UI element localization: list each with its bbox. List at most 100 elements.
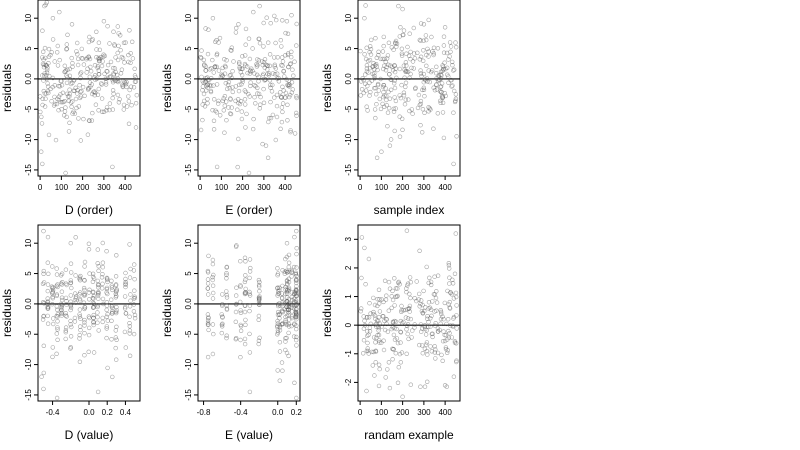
data-point [40, 161, 45, 167]
data-point [392, 128, 397, 134]
data-point [222, 93, 228, 99]
y-tick-label: 10 [24, 13, 33, 22]
data-point [258, 102, 263, 107]
data-point [200, 87, 205, 93]
data-point [446, 317, 451, 322]
data-point [79, 46, 85, 52]
data-point [361, 90, 366, 96]
data-point [294, 284, 299, 289]
data-point [360, 76, 365, 81]
data-point [80, 84, 86, 90]
data-point [405, 69, 411, 75]
data-point [419, 73, 424, 79]
data-point [113, 335, 119, 340]
data-point [86, 349, 91, 354]
data-point [418, 101, 423, 107]
data-point [272, 95, 277, 100]
data-point [256, 282, 262, 288]
data-point [206, 27, 211, 32]
data-point [362, 245, 367, 251]
data-point [387, 385, 393, 391]
data-point [203, 75, 209, 81]
data-point [265, 71, 270, 77]
data-point [89, 91, 95, 97]
data-point [123, 270, 128, 276]
data-point [281, 68, 286, 74]
data-point [211, 118, 217, 124]
data-point [55, 63, 61, 68]
data-point [371, 311, 376, 317]
data-point [408, 382, 413, 387]
data-point [376, 88, 381, 93]
data-point [365, 83, 370, 89]
data-point [229, 105, 234, 110]
data-point [59, 305, 64, 310]
data-point [55, 327, 60, 332]
data-point [54, 50, 60, 55]
data-point [255, 91, 260, 96]
data-point [283, 339, 288, 344]
data-point [392, 303, 397, 308]
data-point [390, 297, 396, 303]
data-point [374, 91, 379, 97]
data-point [110, 95, 115, 101]
data-point [105, 24, 110, 29]
data-point [76, 116, 81, 121]
data-point [438, 98, 443, 104]
data-point [405, 316, 411, 321]
data-point [54, 351, 59, 356]
data-point [99, 63, 105, 69]
data-point [200, 84, 206, 89]
data-point [453, 40, 458, 45]
data-point [238, 299, 243, 305]
data-point [78, 70, 84, 75]
data-point [292, 234, 297, 240]
data-point [50, 316, 56, 321]
data-point [447, 331, 452, 336]
data-point [205, 286, 211, 291]
data-point [431, 292, 437, 297]
data-point [418, 122, 423, 128]
data-point [275, 71, 280, 76]
data-point [365, 333, 370, 339]
data-point [240, 77, 245, 83]
data-point [451, 68, 456, 73]
data-point [67, 87, 72, 92]
data-point [272, 64, 277, 69]
data-point [280, 101, 286, 106]
data-point [219, 312, 224, 317]
data-point [68, 278, 74, 283]
data-point [55, 43, 60, 49]
data-point [85, 86, 91, 91]
data-point [118, 71, 124, 76]
data-point [133, 75, 138, 80]
data-point [63, 328, 69, 333]
data-point [114, 305, 119, 310]
data-point [45, 299, 51, 304]
data-point [372, 302, 378, 308]
data-point [54, 331, 59, 336]
y-tick-label: 2 [344, 265, 353, 270]
data-point [430, 334, 435, 340]
data-point [77, 359, 83, 364]
data-point [417, 304, 422, 309]
data-point [401, 63, 407, 68]
x-tick-label: 0 [358, 183, 363, 192]
data-point [421, 22, 427, 27]
data-point [363, 88, 369, 93]
data-point [113, 357, 119, 362]
data-point [113, 283, 119, 288]
data-point [275, 368, 280, 373]
data-point [59, 289, 65, 294]
data-point [279, 119, 285, 125]
data-point [68, 302, 74, 307]
data-point [275, 332, 280, 337]
data-point [452, 271, 458, 276]
data-point [279, 44, 284, 49]
data-point [218, 74, 224, 80]
data-point [121, 40, 127, 45]
data-point [425, 316, 430, 321]
x-axis-label: D (value) [65, 428, 114, 442]
data-point [110, 287, 115, 293]
data-point [224, 58, 229, 63]
